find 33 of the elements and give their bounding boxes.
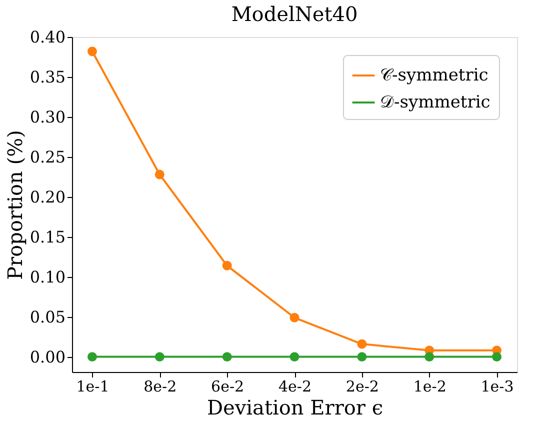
point	[154, 352, 164, 362]
x-tick-label: 1e-3	[480, 378, 514, 396]
point	[424, 352, 434, 362]
chart-title: ModelNet40	[231, 2, 358, 26]
point	[290, 312, 300, 322]
point	[222, 260, 232, 270]
point	[357, 352, 367, 362]
point	[492, 352, 502, 362]
point	[357, 339, 367, 349]
y-tick-label: 0.10	[30, 267, 66, 286]
y-tick-label: 0.00	[30, 347, 66, 366]
x-tick-label: 6e-2	[211, 378, 244, 396]
y-axis-title: Proportion (%)	[2, 130, 27, 280]
point	[87, 352, 97, 362]
legend-label: 𝒞-symmetric	[380, 66, 488, 86]
point	[154, 170, 164, 180]
point	[290, 352, 300, 362]
y-tick-label: 0.30	[30, 107, 66, 126]
point	[222, 352, 232, 362]
x-tick-label: 4e-2	[278, 378, 312, 396]
y-tick-label: 0.05	[30, 307, 66, 326]
x-axis-title: Deviation Error ϵ	[206, 396, 384, 420]
y-tick-label: 0.40	[30, 28, 66, 46]
point	[87, 46, 97, 56]
y-tick-label: 0.20	[30, 187, 66, 206]
x-tick-label: 2e-2	[346, 378, 379, 396]
legend-label: 𝒟-symmetric	[380, 92, 490, 112]
y-tick-label: 0.35	[30, 67, 66, 86]
y-tick-label: 0.25	[30, 147, 66, 166]
x-tick-label: 8e-2	[144, 378, 177, 396]
x-tick-label: 1e-1	[76, 378, 110, 396]
y-tick-label: 0.15	[30, 227, 66, 246]
x-tick-label: 1e-2	[413, 378, 446, 396]
